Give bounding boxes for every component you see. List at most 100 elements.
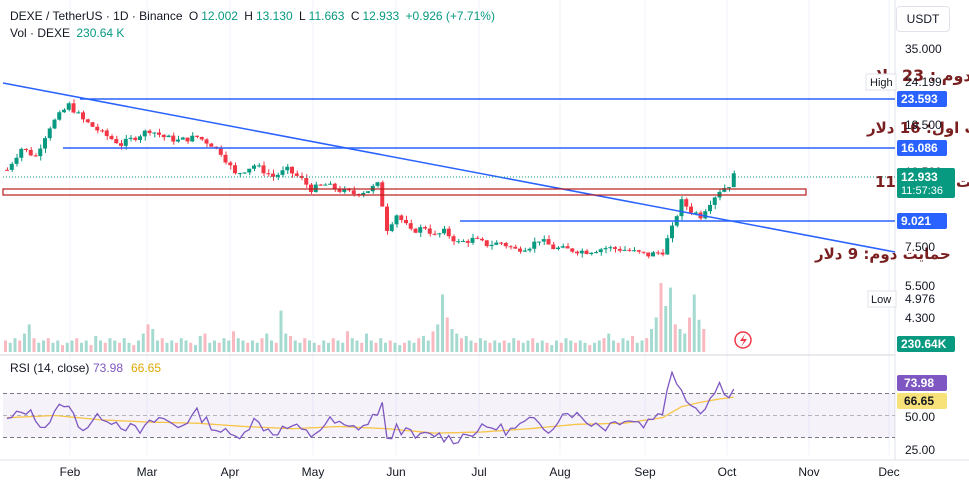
candle: [62, 109, 66, 113]
candle: [342, 188, 347, 192]
time-tick: Apr: [221, 465, 240, 479]
volume-bar: [70, 340, 74, 352]
candle: [404, 219, 408, 224]
candle: [318, 184, 323, 186]
candle: [138, 136, 142, 140]
candle: [689, 206, 693, 213]
volume-bar: [412, 342, 416, 352]
candle: [613, 247, 617, 249]
candle: [693, 212, 698, 214]
candle: [214, 146, 218, 148]
countdown-text: 11:57:36: [901, 185, 943, 197]
candle: [242, 172, 247, 174]
volume-bar: [545, 342, 549, 352]
volume-bar: [436, 324, 440, 352]
volume-bar: [137, 340, 140, 352]
volume-bar: [583, 342, 587, 352]
high-label: H: [244, 9, 253, 23]
level-price-badge: [897, 91, 947, 107]
volume-bar: [246, 342, 250, 352]
candle: [499, 242, 503, 244]
candle: [494, 242, 499, 245]
candle: [513, 246, 518, 249]
candle: [641, 251, 646, 253]
volume-bar: [113, 340, 117, 352]
volume-bar: [645, 338, 649, 352]
candle: [57, 112, 62, 120]
candle: [313, 184, 318, 192]
candle: [508, 246, 513, 248]
candle: [627, 249, 632, 251]
time-tick: Dec: [878, 465, 899, 479]
ohlc-header: DEXE / TetherUS · 1D · Binance O 12.002 H…: [10, 9, 498, 23]
candle: [228, 162, 233, 166]
time-tick: Feb: [60, 465, 81, 479]
price-tick: 4.300: [905, 311, 935, 325]
rsi-ma-badge-text: 66.65: [904, 394, 934, 408]
candle: [266, 173, 271, 175]
volume-bar: [403, 342, 406, 352]
volume-bar: [170, 340, 174, 352]
volume-bar: [99, 340, 102, 352]
volume-bar: [616, 342, 620, 352]
candle: [551, 244, 556, 250]
candle: [465, 240, 470, 243]
volume-bar: [312, 342, 316, 352]
volume-bar: [151, 329, 155, 352]
currency-button[interactable]: USDT: [896, 6, 950, 32]
candle: [256, 165, 261, 167]
price-tick: 5.500: [905, 279, 935, 293]
low-value: 4.976: [905, 292, 935, 306]
volume-bar: [322, 340, 326, 352]
volume-bar: [455, 333, 459, 352]
candle: [147, 130, 152, 134]
volume-bar: [194, 345, 197, 352]
volume-label: Vol · DEXE: [10, 26, 71, 40]
volume-bar: [597, 340, 601, 352]
volume-bar: [384, 342, 387, 352]
volume-bar: [127, 342, 131, 352]
symbol-label[interactable]: DEXE / TetherUS · 1D · Binance: [10, 9, 183, 23]
candle: [104, 130, 109, 137]
volume-bar: [664, 306, 668, 352]
volume-bar: [279, 310, 283, 352]
candle: [176, 139, 180, 142]
candle: [461, 240, 465, 242]
candle: [584, 250, 589, 255]
volume-bar: [673, 324, 677, 352]
volume-bar: [222, 338, 226, 352]
candle: [399, 215, 404, 220]
time-tick: Sep: [634, 465, 656, 479]
candle: [323, 184, 328, 186]
volume-bar: [526, 340, 530, 352]
candle: [47, 128, 52, 139]
volume-bar: [146, 324, 150, 352]
volume-value: 230.64 K: [76, 26, 125, 40]
time-tick: Jul: [471, 465, 486, 479]
volume-bar: [213, 340, 216, 352]
low-box: [867, 290, 897, 308]
volume-bar: [89, 345, 93, 352]
rsi-ma-badge: [897, 393, 947, 409]
candle: [646, 252, 651, 257]
volume-bar: [46, 338, 50, 352]
annotation-text: حمایت دوم: 9 دلار: [814, 245, 951, 263]
candle: [190, 135, 195, 142]
time-tick: Nov: [798, 465, 819, 479]
volume-bar: [569, 340, 573, 352]
candle: [332, 183, 337, 190]
candle: [598, 249, 603, 253]
candle: [594, 252, 598, 254]
candle: [451, 236, 456, 242]
candle: [446, 228, 451, 237]
time-tick: Oct: [718, 465, 737, 479]
volume-bar: [678, 329, 682, 352]
candle: [185, 137, 190, 142]
rsi-badge: [897, 375, 947, 391]
candle: [271, 173, 275, 177]
candle: [632, 250, 636, 252]
candle: [294, 173, 299, 176]
candle: [366, 191, 370, 193]
candle: [5, 169, 9, 171]
